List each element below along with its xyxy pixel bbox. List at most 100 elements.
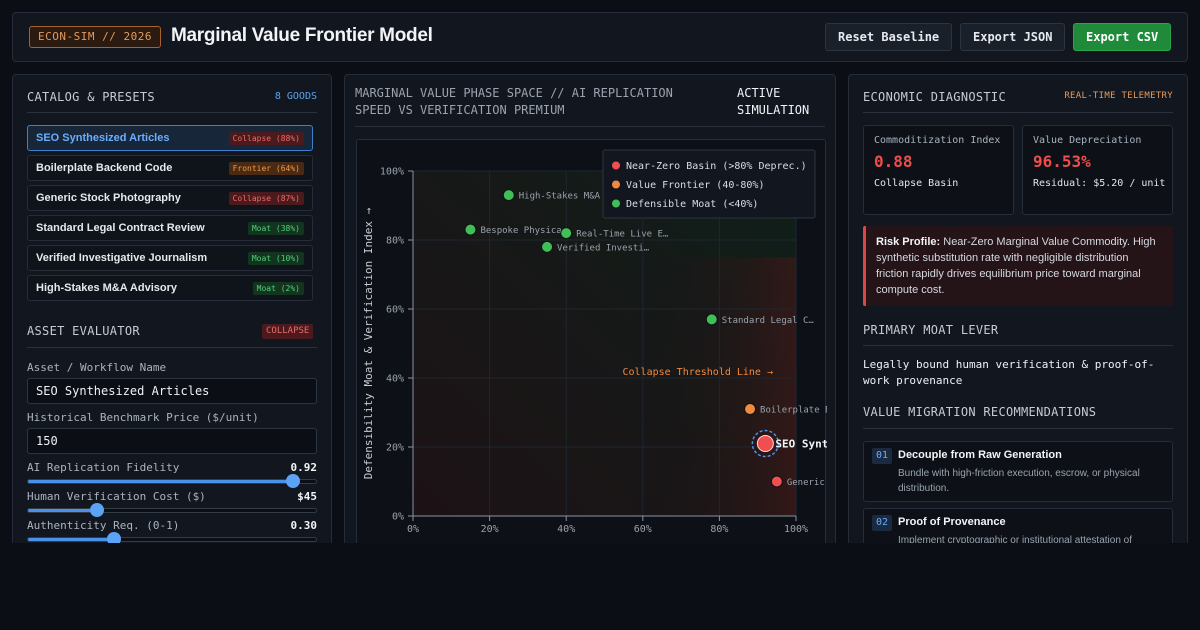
catalog-item-name: Standard Legal Contract Review	[36, 222, 205, 234]
slider-thumb[interactable]	[285, 474, 300, 488]
slider-label: Human Verification Cost ($)	[27, 490, 206, 503]
slider-value: 0.30	[290, 519, 318, 532]
x-tick-label: 60%	[634, 524, 652, 535]
data-point-label: Standard Legal C…	[722, 316, 815, 326]
data-point-label: Generic	[787, 478, 825, 488]
legend-swatch	[612, 180, 620, 189]
recommendation-title: Proof of Provenance	[898, 516, 1006, 528]
y-tick-label: 100%	[380, 167, 404, 178]
legend-swatch	[612, 161, 620, 170]
simulation-title-line-1: MARGINAL VALUE PHASE SPACE // AI REPLICA…	[355, 86, 673, 100]
data-point	[464, 223, 477, 236]
data-point	[770, 475, 783, 488]
x-tick-label: 80%	[710, 524, 728, 535]
commoditization-sub: Collapse Basin	[874, 178, 959, 189]
diagnostic-panel: ECONOMIC DIAGNOSTIC REAL-TIME TELEMETRY …	[848, 74, 1188, 554]
collapse-threshold-label: Collapse Threshold Line →	[622, 367, 773, 378]
catalog-item[interactable]: Standard Legal Contract Review Moat (38%)	[27, 215, 313, 241]
asset-name-input[interactable]: SEO Synthesized Articles	[27, 378, 317, 404]
catalog-item[interactable]: Verified Investigative Journalism Moat (1…	[27, 245, 313, 271]
phase-space-chart: 0% 20% 40% 60% 80% 100% 0% 20% 40% 60% 80% 100% Defe…	[362, 149, 830, 535]
recommendations-title: VALUE MIGRATION RECOMMENDATIONS	[863, 405, 1097, 419]
divider	[863, 112, 1173, 113]
slider-track[interactable]	[27, 532, 317, 546]
recommendation-title: Decouple from Raw Generation	[898, 449, 1062, 461]
simulation-title: MARGINAL VALUE PHASE SPACE // AI REPLICA…	[355, 85, 673, 119]
catalog-item-status-tag: Moat (10%)	[247, 252, 304, 265]
slider-track[interactable]	[27, 503, 317, 517]
y-tick-label: 80%	[386, 236, 404, 247]
asset-name-label: Asset / Workflow Name	[27, 361, 167, 374]
evaluator-title: ASSET EVALUATOR	[27, 324, 140, 338]
catalog-item-name: High-Stakes M&A Advisory	[36, 282, 177, 294]
catalog-item-status-tag: Collapse (87%)	[228, 192, 304, 205]
slider-control[interactable]: Authenticity Req. (0-1) 0.30	[27, 519, 317, 547]
x-tick-label: 0%	[407, 524, 419, 535]
data-point-label: Boilerplate B	[760, 406, 827, 416]
divider	[27, 347, 317, 348]
export-csv-button[interactable]: Export CSV	[1073, 23, 1172, 51]
catalog-item-name: Verified Investigative Journalism	[36, 252, 208, 264]
recommendation-card: 01 Decouple from Raw Generation Bundle wit…	[863, 441, 1173, 502]
slider-thumb[interactable]	[107, 532, 122, 546]
left-panel: CATALOG & PRESETS 8 GOODS SEO Synthesize…	[12, 74, 332, 554]
y-tick-label: 20%	[386, 443, 404, 454]
depreciation-card: Value Depreciation 96.53% Residual: $5.2…	[1022, 125, 1173, 215]
data-point	[502, 189, 515, 202]
collapse-zone-shading	[623, 257, 796, 516]
slider-label: AI Replication Fidelity	[27, 461, 180, 474]
data-point-label: High-Stakes M&A	[519, 192, 601, 202]
x-tick-label: 100%	[784, 524, 808, 535]
simulation-status-line-1: ACTIVE	[737, 86, 781, 100]
slider-value: 0.92	[290, 461, 318, 474]
slider-thumb[interactable]	[90, 503, 105, 517]
simulation-panel: MARGINAL VALUE PHASE SPACE // AI REPLICA…	[344, 74, 836, 554]
data-point	[705, 313, 718, 326]
slider-value: $45	[297, 490, 317, 503]
catalog-item[interactable]: SEO Synthesized Articles Collapse (88%)	[27, 125, 313, 151]
reset-baseline-button[interactable]: Reset Baseline	[825, 23, 953, 51]
evaluator-status-badge: COLLAPSE	[262, 324, 314, 339]
slider-control[interactable]: Human Verification Cost ($) $45	[27, 490, 317, 518]
export-json-button[interactable]: Export JSON	[960, 23, 1066, 51]
moat-text: Legally bound human verification & proof…	[863, 358, 1155, 387]
slider-control[interactable]: AI Replication Fidelity 0.92	[27, 461, 317, 489]
data-point	[560, 227, 573, 240]
benchmark-price-label: Historical Benchmark Price ($/unit)	[27, 411, 259, 424]
chart-container: 0% 20% 40% 60% 80% 100% 0% 20% 40% 60% 80% 100% Defe…	[356, 139, 830, 553]
commoditization-card: Commoditization Index 0.88 Collapse Basi…	[863, 125, 1014, 215]
slider-track[interactable]	[27, 474, 317, 488]
risk-profile: Risk Profile: Near-Zero Marginal Value C…	[863, 226, 1173, 306]
data-point	[541, 240, 554, 253]
catalog-item[interactable]: Boilerplate Backend Code Frontier (64%)	[27, 155, 313, 181]
catalog-item-status-tag: Frontier (64%)	[228, 162, 304, 175]
slider-label: Authenticity Req. (0-1)	[27, 519, 180, 532]
chart-legend-box	[602, 149, 816, 219]
slider-fill	[28, 509, 98, 512]
data-point-label: Verified Investi…	[557, 243, 650, 253]
recommendation-number: 01	[872, 448, 892, 464]
catalog-item-status-tag: Collapse (88%)	[228, 132, 304, 145]
benchmark-price-input[interactable]: 150	[27, 428, 317, 454]
depreciation-label: Value Depreciation	[1033, 135, 1142, 146]
catalog-item-name: Generic Stock Photography	[36, 192, 181, 204]
legend-label: Near-Zero Basin (>80% Deprec.)	[626, 161, 807, 172]
data-point	[744, 403, 757, 416]
data-point-label: Bespoke Physica…	[480, 226, 567, 236]
catalog-title: CATALOG & PRESETS	[27, 90, 155, 104]
recommendation-description: Implement cryptographic or institutional…	[898, 535, 1133, 546]
slider-fill	[28, 480, 293, 483]
brand-badge: ECON-SIM // 2026	[29, 26, 161, 48]
diagnostic-title: ECONOMIC DIAGNOSTIC	[863, 90, 1006, 104]
page-bottom-background	[0, 543, 1200, 630]
catalog-item-status-tag: Moat (2%)	[252, 282, 304, 295]
risk-profile-label: Risk Profile:	[876, 236, 941, 248]
slider-fill	[28, 538, 115, 541]
catalog-item-status-tag: Moat (38%)	[247, 222, 304, 235]
data-point-label: SEO Synt	[775, 438, 827, 451]
app-header: ECON-SIM // 2026 Marginal Value Frontier…	[12, 12, 1188, 62]
catalog-item[interactable]: Generic Stock Photography Collapse (87%)	[27, 185, 313, 211]
legend-label: Defensible Moat (<40%)	[626, 199, 758, 210]
catalog-item[interactable]: High-Stakes M&A Advisory Moat (2%)	[27, 275, 313, 301]
telemetry-badge: REAL-TIME TELEMETRY	[1064, 91, 1173, 101]
